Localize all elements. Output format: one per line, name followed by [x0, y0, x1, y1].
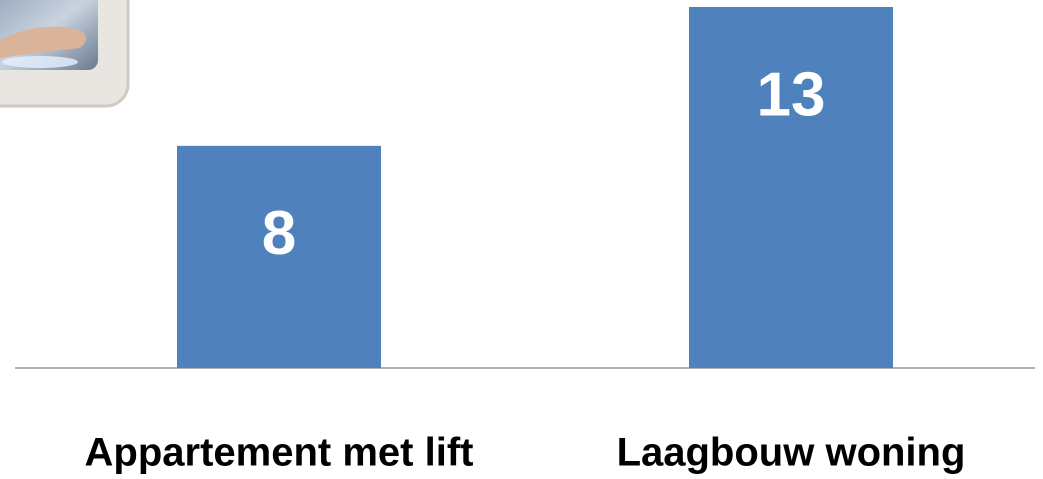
x-tick-label: Appartement met lift — [85, 431, 474, 475]
photo-decoration — [0, 0, 130, 108]
bar — [177, 145, 381, 368]
value-label: 13 — [757, 60, 826, 129]
bar — [689, 7, 893, 368]
value-label: 8 — [262, 199, 296, 268]
x-tick-label: Laagbouw woning — [617, 431, 966, 475]
